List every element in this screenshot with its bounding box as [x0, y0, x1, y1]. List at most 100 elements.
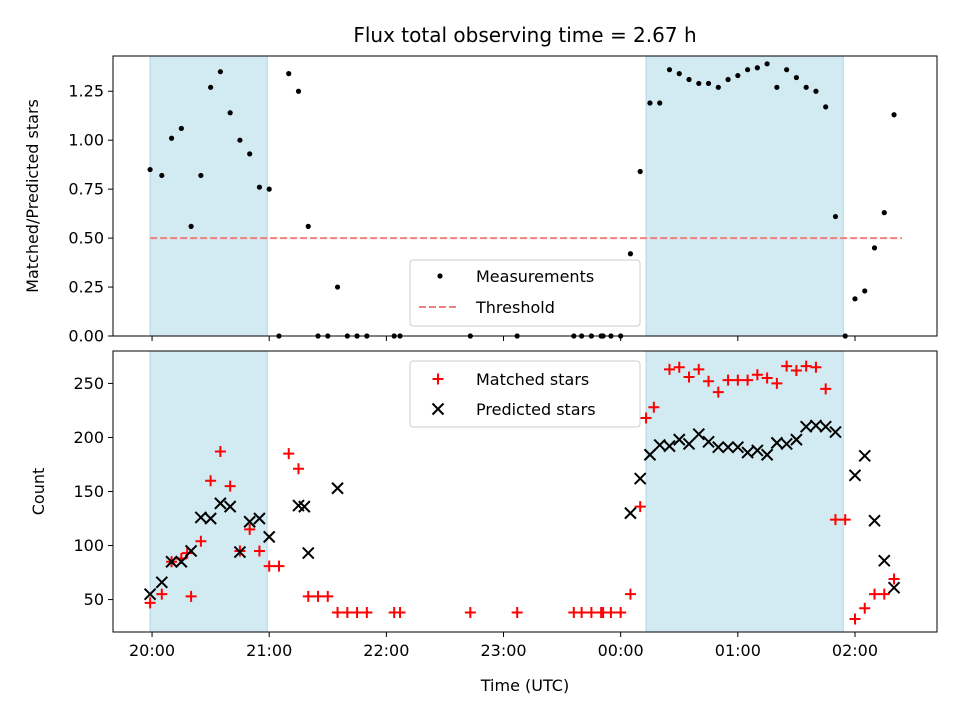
- predicted-star-point: [868, 514, 881, 527]
- legend-box: [409, 360, 641, 428]
- predicted-star-point: [760, 448, 774, 461]
- measurement-point: [823, 104, 829, 110]
- y-tick-label: 50: [84, 590, 104, 609]
- matched-star-point: [263, 560, 275, 572]
- legend-label-measurements: Measurements: [476, 267, 594, 286]
- measurement-point: [754, 65, 760, 71]
- predicted-star-point: [731, 440, 745, 454]
- x-tick-label: 22:00: [363, 641, 409, 660]
- shaded-interval: [149, 350, 268, 633]
- matched-star-point: [292, 463, 304, 475]
- matched-star-point: [800, 360, 812, 372]
- measurement-point: [637, 168, 643, 175]
- measurement-point: [813, 88, 819, 94]
- measurement-point: [208, 84, 214, 90]
- x-tick-label: 20:00: [129, 641, 175, 660]
- measurement-point: [871, 245, 878, 251]
- predicted-star-point: [298, 500, 311, 513]
- matched-star-point: [810, 361, 822, 373]
- y-tick-label: 200: [73, 428, 104, 447]
- predicted-star-point: [214, 497, 227, 510]
- measurement-point: [676, 71, 682, 77]
- matched-star-point: [156, 588, 168, 600]
- measurement-point: [764, 61, 770, 67]
- matched-star-point: [790, 364, 802, 376]
- matched-star-point: [722, 374, 734, 386]
- measurement-point: [247, 151, 253, 157]
- matched-star-point: [511, 607, 523, 619]
- matched-star-point: [781, 360, 793, 372]
- matched-star-point: [634, 501, 646, 513]
- measurement-point: [735, 72, 741, 79]
- matched-star-point: [605, 607, 617, 619]
- top-legend: Measurements Threshold: [409, 259, 641, 327]
- bottom-axes-frame: [112, 350, 938, 633]
- x-tick-label: 00:00: [598, 641, 644, 660]
- bottom-shaded-intervals: [149, 350, 844, 633]
- measurement-point: [198, 172, 204, 179]
- top-panel: 0.00 0.25 0.50 0.75 1.00 1.25 Matched/Predict…: [23, 55, 938, 346]
- matched-star-point: [351, 607, 363, 619]
- predicted-star-point: [712, 440, 725, 454]
- y-tick-label: 150: [73, 482, 104, 501]
- predicted-star-point: [633, 472, 647, 485]
- predicted-star-point: [331, 482, 344, 495]
- y-tick-label: 1.00: [68, 131, 104, 150]
- measurement-point: [774, 84, 780, 90]
- legend-matched-swatch: [432, 373, 444, 385]
- legend-label-matched: Matched stars: [476, 370, 589, 389]
- x-tick-label: 21:00: [246, 641, 292, 660]
- matched-star-point: [683, 371, 695, 383]
- measurement-point: [793, 74, 800, 81]
- predicted-star-point: [878, 554, 891, 567]
- predicted-star-point: [721, 440, 735, 454]
- matched-star-point: [849, 613, 861, 625]
- legend-predicted-swatch: [431, 402, 445, 416]
- measurement-point: [334, 284, 341, 290]
- matched-star-point: [839, 514, 851, 526]
- bottom-y-ticks: 50 100 150 200 250: [73, 374, 113, 609]
- predicted-star-point: [175, 555, 188, 568]
- bottom-panel: 50 100 150 200 250 20:00 21:00 22:00 23:00 00:00…: [29, 350, 938, 695]
- x-axis-label: Time (UTC): [480, 676, 569, 695]
- measurement-point: [705, 80, 712, 87]
- measurement-point: [891, 112, 897, 118]
- matched-star-point: [693, 363, 705, 375]
- matched-star-point: [888, 573, 900, 585]
- matched-star-point: [332, 607, 344, 619]
- matched-star-point: [615, 607, 627, 619]
- measurement-point: [266, 186, 272, 192]
- matched-star-point: [673, 361, 685, 373]
- measurement-point: [168, 135, 175, 141]
- matched-star-point: [640, 412, 652, 424]
- matched-star-point: [302, 590, 314, 602]
- measurement-point: [715, 84, 721, 90]
- measurement-point: [784, 67, 790, 73]
- measurement-point: [696, 80, 702, 87]
- matched-star-point: [703, 375, 715, 387]
- matched-star-point: [820, 383, 832, 395]
- legend-label-predicted: Predicted stars: [476, 400, 596, 419]
- bottom-x-ticks: 20:00 21:00 22:00 23:00 00:00 01:00 02:00: [129, 632, 878, 660]
- predicted-star-point: [702, 435, 715, 448]
- matched-star-point: [394, 607, 406, 619]
- matched-star-point: [361, 607, 373, 619]
- measurement-point: [286, 71, 292, 77]
- predicted-star-point: [780, 437, 793, 451]
- predicted-star-point: [143, 587, 157, 601]
- x-tick-label: 01:00: [715, 641, 761, 660]
- predicted-star-point: [204, 512, 217, 525]
- matched-star-point: [624, 588, 636, 600]
- predicted-star-point: [643, 448, 657, 461]
- measurement-point: [647, 100, 653, 106]
- measurement-point: [725, 76, 731, 83]
- matched-star-point: [732, 374, 744, 386]
- matched-star-point: [341, 607, 353, 619]
- matched-star-point: [859, 602, 871, 614]
- matched-star-point: [869, 588, 881, 600]
- matched-star-point: [751, 369, 763, 381]
- matched-star-point: [464, 607, 476, 619]
- matched-star-point: [322, 590, 334, 602]
- matched-star-point: [195, 535, 207, 547]
